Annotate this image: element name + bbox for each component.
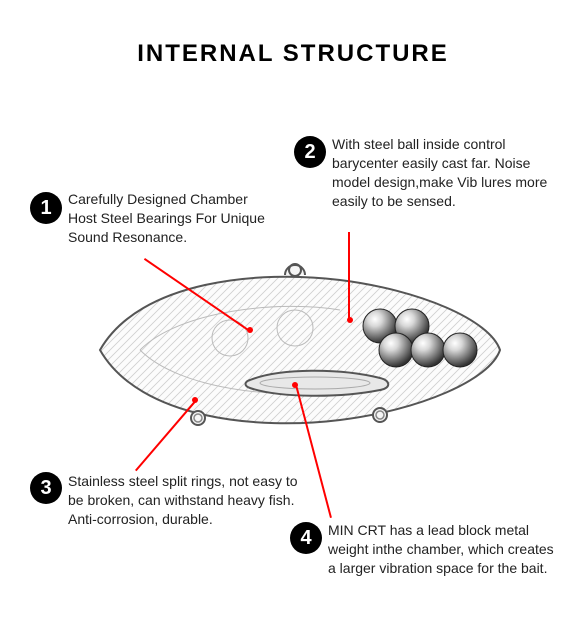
- callout-text-4: MIN CRT has a lead block metal weight in…: [328, 521, 558, 578]
- leader-dot-1: [247, 327, 253, 333]
- callout-text-3: Stainless steel split rings, not easy to…: [68, 472, 298, 529]
- leader-dot-2: [347, 317, 353, 323]
- leader-dot-3: [192, 397, 198, 403]
- callout-badge-2: 2: [294, 136, 326, 168]
- leader-line-2: [349, 232, 351, 320]
- callout-badge-1: 1: [30, 192, 62, 224]
- callout-badge-3: 3: [30, 472, 62, 504]
- page-title: INTERNAL STRUCTURE: [0, 40, 586, 68]
- top-ring: [285, 264, 305, 276]
- leader-dot-4: [292, 382, 298, 388]
- split-ring-left: [191, 411, 205, 425]
- lead-weight-slot: [246, 371, 389, 396]
- callout-badge-4: 4: [290, 522, 322, 554]
- callout-text-1: Carefully Designed Chamber Host Steel Be…: [68, 190, 278, 247]
- lure-diagram: [80, 260, 510, 440]
- callout-text-2: With steel ball inside control barycente…: [332, 135, 552, 211]
- split-ring-right: [373, 408, 387, 422]
